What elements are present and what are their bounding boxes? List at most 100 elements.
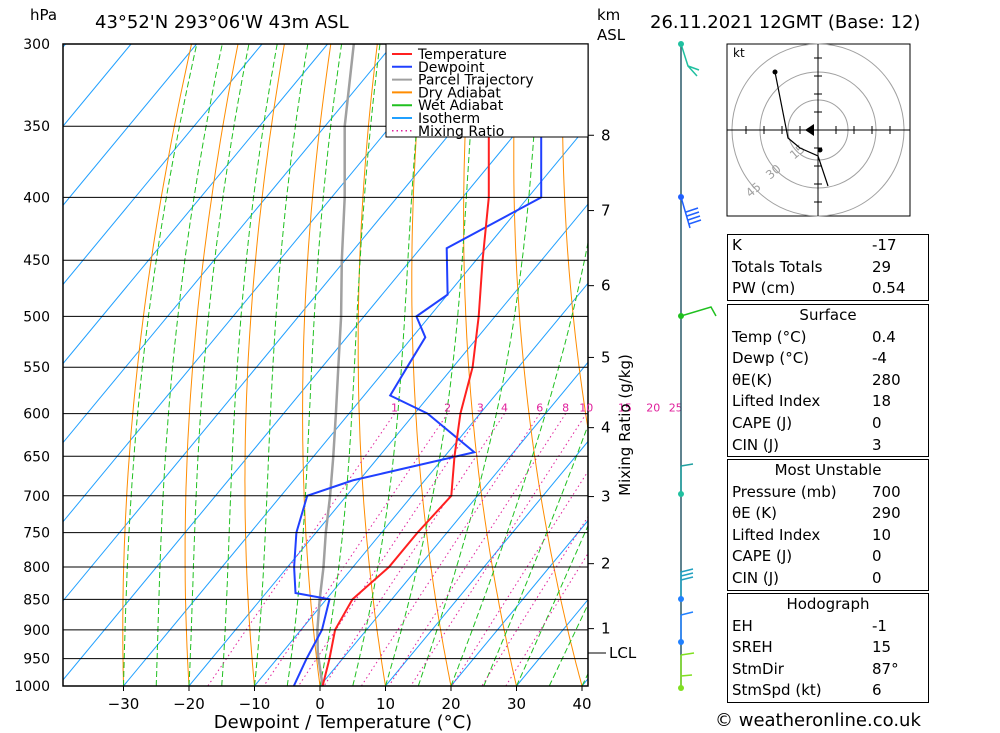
index-label: StmDir (732, 659, 784, 678)
mu-row: Lifted Index 10 (728, 525, 928, 547)
index-label: StmSpd (kt) (732, 681, 822, 700)
index-label: θE (K) (732, 504, 777, 523)
hodo-row: StmDir 87° (728, 659, 928, 681)
mixing-ratio-label: 20 (646, 402, 660, 415)
hodograph-point (772, 69, 778, 75)
hodo-row: EH -1 (728, 616, 928, 638)
km-tick-label: 3 (601, 488, 611, 506)
index-value: 29 (872, 257, 892, 276)
pressure-tick-label: 900 (23, 623, 50, 639)
km-tick-label: 8 (601, 126, 611, 144)
legend-box (385, 43, 589, 138)
hodo-row: StmSpd (kt) 6 (728, 680, 928, 702)
x-tick-label: −30 (108, 695, 140, 713)
hodograph-unit-label: kt (733, 46, 745, 60)
isotherm-line (385, 440, 588, 686)
mixing-ratio-label: 1 (391, 402, 398, 415)
wind-dot (678, 491, 684, 497)
x-tick-label: −10 (239, 695, 271, 713)
mixing-ratio-label: 3 (477, 402, 484, 415)
isotherm-line (123, 124, 588, 686)
index-label: K (732, 236, 742, 254)
isotherm-line (63, 44, 197, 207)
mixing-ratio-line (451, 470, 588, 686)
temperature-line (321, 44, 516, 686)
x-tick-label: 10 (376, 695, 395, 713)
index-value: 280 (872, 370, 901, 389)
pressure-tick-label: 950 (23, 652, 50, 668)
index-value: 18 (872, 392, 892, 411)
hodograph-title: Hodograph (786, 595, 870, 613)
dry-adiabat-line (411, 44, 452, 686)
km-tick-label: 7 (601, 202, 611, 220)
legend-label: Wet Adiabat (418, 98, 504, 114)
km-tick-label: 5 (601, 348, 611, 366)
x-tick-label: 40 (572, 695, 591, 713)
surface-row: Lifted Index 18 (728, 391, 928, 413)
index-label: CAPE (J) (732, 547, 793, 566)
pressure-tick-label: 550 (23, 360, 50, 376)
pressure-tick-label: 500 (23, 309, 50, 325)
mixing-ratio-line (360, 413, 541, 686)
mixing-ratio-label: 8 (562, 402, 569, 415)
x-tick-label: 20 (441, 695, 460, 713)
pressure-tick-label: 850 (23, 592, 50, 608)
wet-adiabat-line (352, 44, 425, 686)
wind-dot (678, 639, 684, 645)
mixing-ratio-line (207, 413, 395, 686)
index-label: Lifted Index (732, 392, 821, 411)
dry-adiabat-line (302, 44, 332, 686)
mixing-ratio-line (263, 413, 449, 686)
index-value: -1 (872, 616, 887, 635)
index-value: 0 (872, 413, 882, 432)
wind-dot (678, 685, 684, 691)
pressure-unit-label: hPa (30, 6, 58, 24)
location-title: 43°52'N 293°06'W 43m ASL (95, 12, 349, 33)
index-value: 6 (872, 681, 882, 700)
dry-adiabat-line (122, 44, 192, 686)
isotherm-line (254, 282, 588, 686)
km-tick-label: 2 (601, 555, 611, 573)
index-label: SREH (732, 638, 773, 657)
mixing-ratio-axis-label: Mixing Ratio (g/kg) (616, 354, 634, 496)
isotherm-line (63, 45, 588, 681)
index-label: Temp (°C) (732, 327, 807, 346)
dry-adiabat-line (561, 44, 588, 432)
wind-dot (678, 194, 684, 200)
pressure-tick-label: 350 (23, 119, 50, 135)
pressure-tick-label: 600 (23, 407, 50, 423)
index-value: 0 (872, 568, 882, 587)
pressure-tick-label: 650 (23, 449, 50, 465)
index-label: EH (732, 616, 753, 635)
mu-row: CIN (J) 0 (728, 568, 928, 590)
index-label: CAPE (J) (732, 413, 793, 432)
index-row-k: K -17 (728, 235, 928, 257)
mu-row: CAPE (J) 0 (728, 546, 928, 568)
isotherm-line (63, 44, 328, 365)
surface-row: θE(K) 280 (728, 370, 928, 392)
index-value: -4 (872, 349, 887, 368)
x-axis-label: Dewpoint / Temperature (°C) (214, 712, 472, 733)
wind-barb (680, 652, 695, 690)
skewt-frame (62, 43, 606, 691)
isotherm-line (63, 44, 525, 602)
pressure-tick-label: 750 (23, 526, 50, 542)
wind-dot (678, 313, 684, 319)
index-value: 10 (872, 525, 892, 544)
wind-barb (680, 306, 717, 317)
km-unit-label: km (597, 6, 621, 24)
dewpoint-line (292, 44, 543, 686)
wet-adiabat-line (254, 44, 309, 686)
index-label: CIN (J) (732, 435, 780, 454)
x-tick-label: 30 (507, 695, 526, 713)
legend-label: Temperature (417, 47, 507, 63)
wind-barb (680, 43, 700, 77)
storm-motion-arrow-icon (805, 124, 814, 136)
dry-adiabat-line (184, 44, 239, 686)
most-unstable-title: Most Unstable (774, 461, 882, 479)
copyright-footer[interactable]: © weatheronline.co.uk (715, 710, 921, 731)
surface-row: CIN (J) 3 (728, 435, 928, 457)
mixing-ratio-label: 15 (618, 402, 632, 415)
